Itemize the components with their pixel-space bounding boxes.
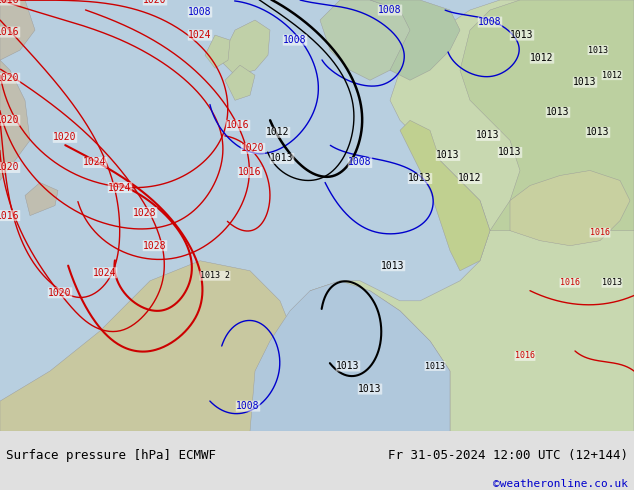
Polygon shape	[225, 65, 255, 100]
Text: 1013: 1013	[336, 361, 359, 371]
Polygon shape	[25, 182, 58, 216]
Polygon shape	[220, 20, 270, 75]
Text: 1013: 1013	[358, 384, 382, 394]
Text: 1013: 1013	[586, 127, 610, 137]
Text: 1020: 1020	[0, 115, 20, 125]
Text: 1020: 1020	[143, 0, 167, 5]
Text: 1013: 1013	[602, 278, 622, 287]
Text: 1016: 1016	[0, 0, 20, 5]
Text: 1013: 1013	[547, 107, 570, 117]
Polygon shape	[205, 35, 230, 68]
Polygon shape	[400, 121, 490, 271]
Text: 1008: 1008	[188, 7, 212, 17]
Text: 1024: 1024	[108, 182, 132, 193]
Text: 1013: 1013	[498, 147, 522, 157]
Text: 1013 2: 1013 2	[200, 271, 230, 280]
Text: 1020: 1020	[0, 73, 20, 83]
Text: 1008: 1008	[348, 157, 372, 168]
Polygon shape	[310, 0, 634, 431]
Text: Fr 31-05-2024 12:00 UTC (12+144): Fr 31-05-2024 12:00 UTC (12+144)	[387, 449, 628, 462]
Polygon shape	[0, 0, 634, 431]
Text: 1016: 1016	[560, 278, 580, 287]
Text: 1016: 1016	[238, 168, 262, 177]
Polygon shape	[250, 281, 450, 431]
Text: 1020: 1020	[242, 144, 265, 153]
Polygon shape	[280, 271, 634, 431]
Text: 1013: 1013	[408, 173, 432, 183]
Text: 1008: 1008	[478, 17, 501, 27]
Text: 1028: 1028	[143, 241, 167, 251]
Text: 1016: 1016	[226, 121, 250, 130]
Text: 1008: 1008	[378, 5, 402, 15]
Text: 1013: 1013	[436, 150, 460, 160]
Polygon shape	[0, 60, 30, 180]
Text: 1028: 1028	[133, 208, 157, 218]
Text: 1024: 1024	[188, 30, 212, 40]
Text: 1013: 1013	[476, 130, 500, 140]
Polygon shape	[0, 261, 300, 431]
Polygon shape	[510, 171, 630, 245]
Text: 1024: 1024	[93, 268, 117, 278]
Text: 1016: 1016	[0, 211, 20, 220]
Text: 1008: 1008	[236, 401, 260, 411]
Text: 1012: 1012	[530, 53, 553, 63]
Polygon shape	[370, 0, 460, 80]
Text: 1013: 1013	[588, 46, 608, 55]
Text: 1016: 1016	[0, 27, 20, 37]
Text: 1020: 1020	[48, 288, 72, 298]
Text: 1020: 1020	[53, 132, 77, 143]
Text: 1013: 1013	[425, 362, 445, 370]
Text: Surface pressure [hPa] ECMWF: Surface pressure [hPa] ECMWF	[6, 449, 216, 462]
Text: 1024: 1024	[83, 157, 107, 168]
Text: ©weatheronline.co.uk: ©weatheronline.co.uk	[493, 479, 628, 489]
Text: 1008: 1008	[283, 35, 307, 45]
Text: 1016: 1016	[590, 228, 610, 237]
Text: 1013: 1013	[270, 153, 294, 164]
Text: 1013: 1013	[573, 77, 597, 87]
Text: 1016: 1016	[515, 351, 535, 361]
Text: 1012: 1012	[458, 173, 482, 183]
Text: 1012: 1012	[266, 127, 290, 137]
Text: 1013: 1013	[381, 261, 404, 271]
Polygon shape	[0, 0, 35, 60]
Text: 1020: 1020	[0, 163, 20, 172]
Polygon shape	[320, 0, 420, 80]
Polygon shape	[460, 0, 634, 231]
Text: 1013: 1013	[510, 30, 534, 40]
Text: 1012: 1012	[602, 71, 622, 80]
